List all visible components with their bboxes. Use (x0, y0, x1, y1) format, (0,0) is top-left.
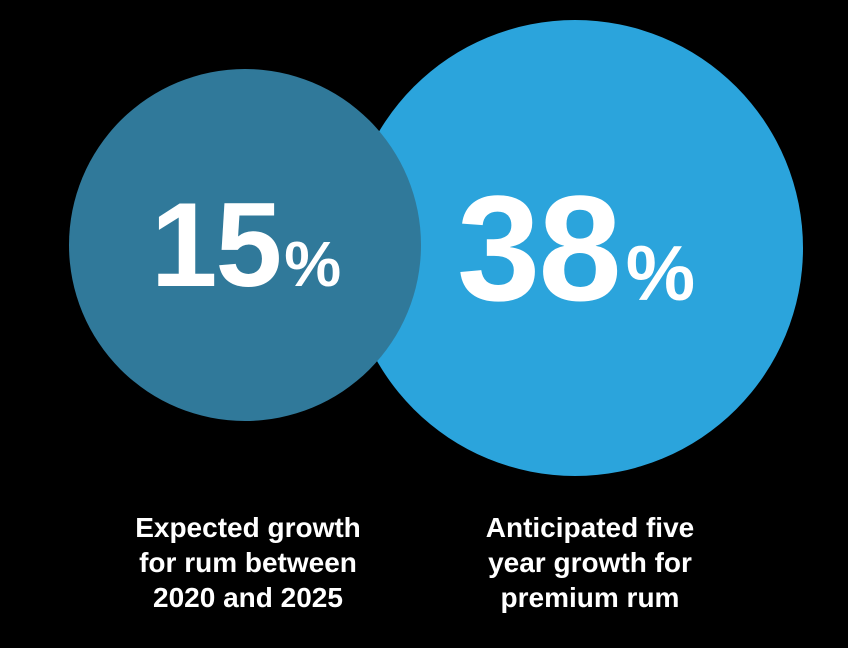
stat-left-value: 15 (151, 185, 280, 305)
stat-right: 38 % (457, 173, 693, 323)
stat-left-unit: % (284, 232, 339, 296)
caption-left: Expected growth for rum between 2020 and… (78, 510, 418, 615)
infographic-stage: 38 % 15 % Expected growth for rum betwee… (0, 0, 848, 648)
stat-right-unit: % (626, 234, 693, 312)
stat-right-value: 38 (457, 173, 620, 323)
caption-right: Anticipated five year growth for premium… (420, 510, 760, 615)
stat-left: 15 % (151, 185, 339, 305)
stat-circle-left: 15 % (69, 69, 421, 421)
